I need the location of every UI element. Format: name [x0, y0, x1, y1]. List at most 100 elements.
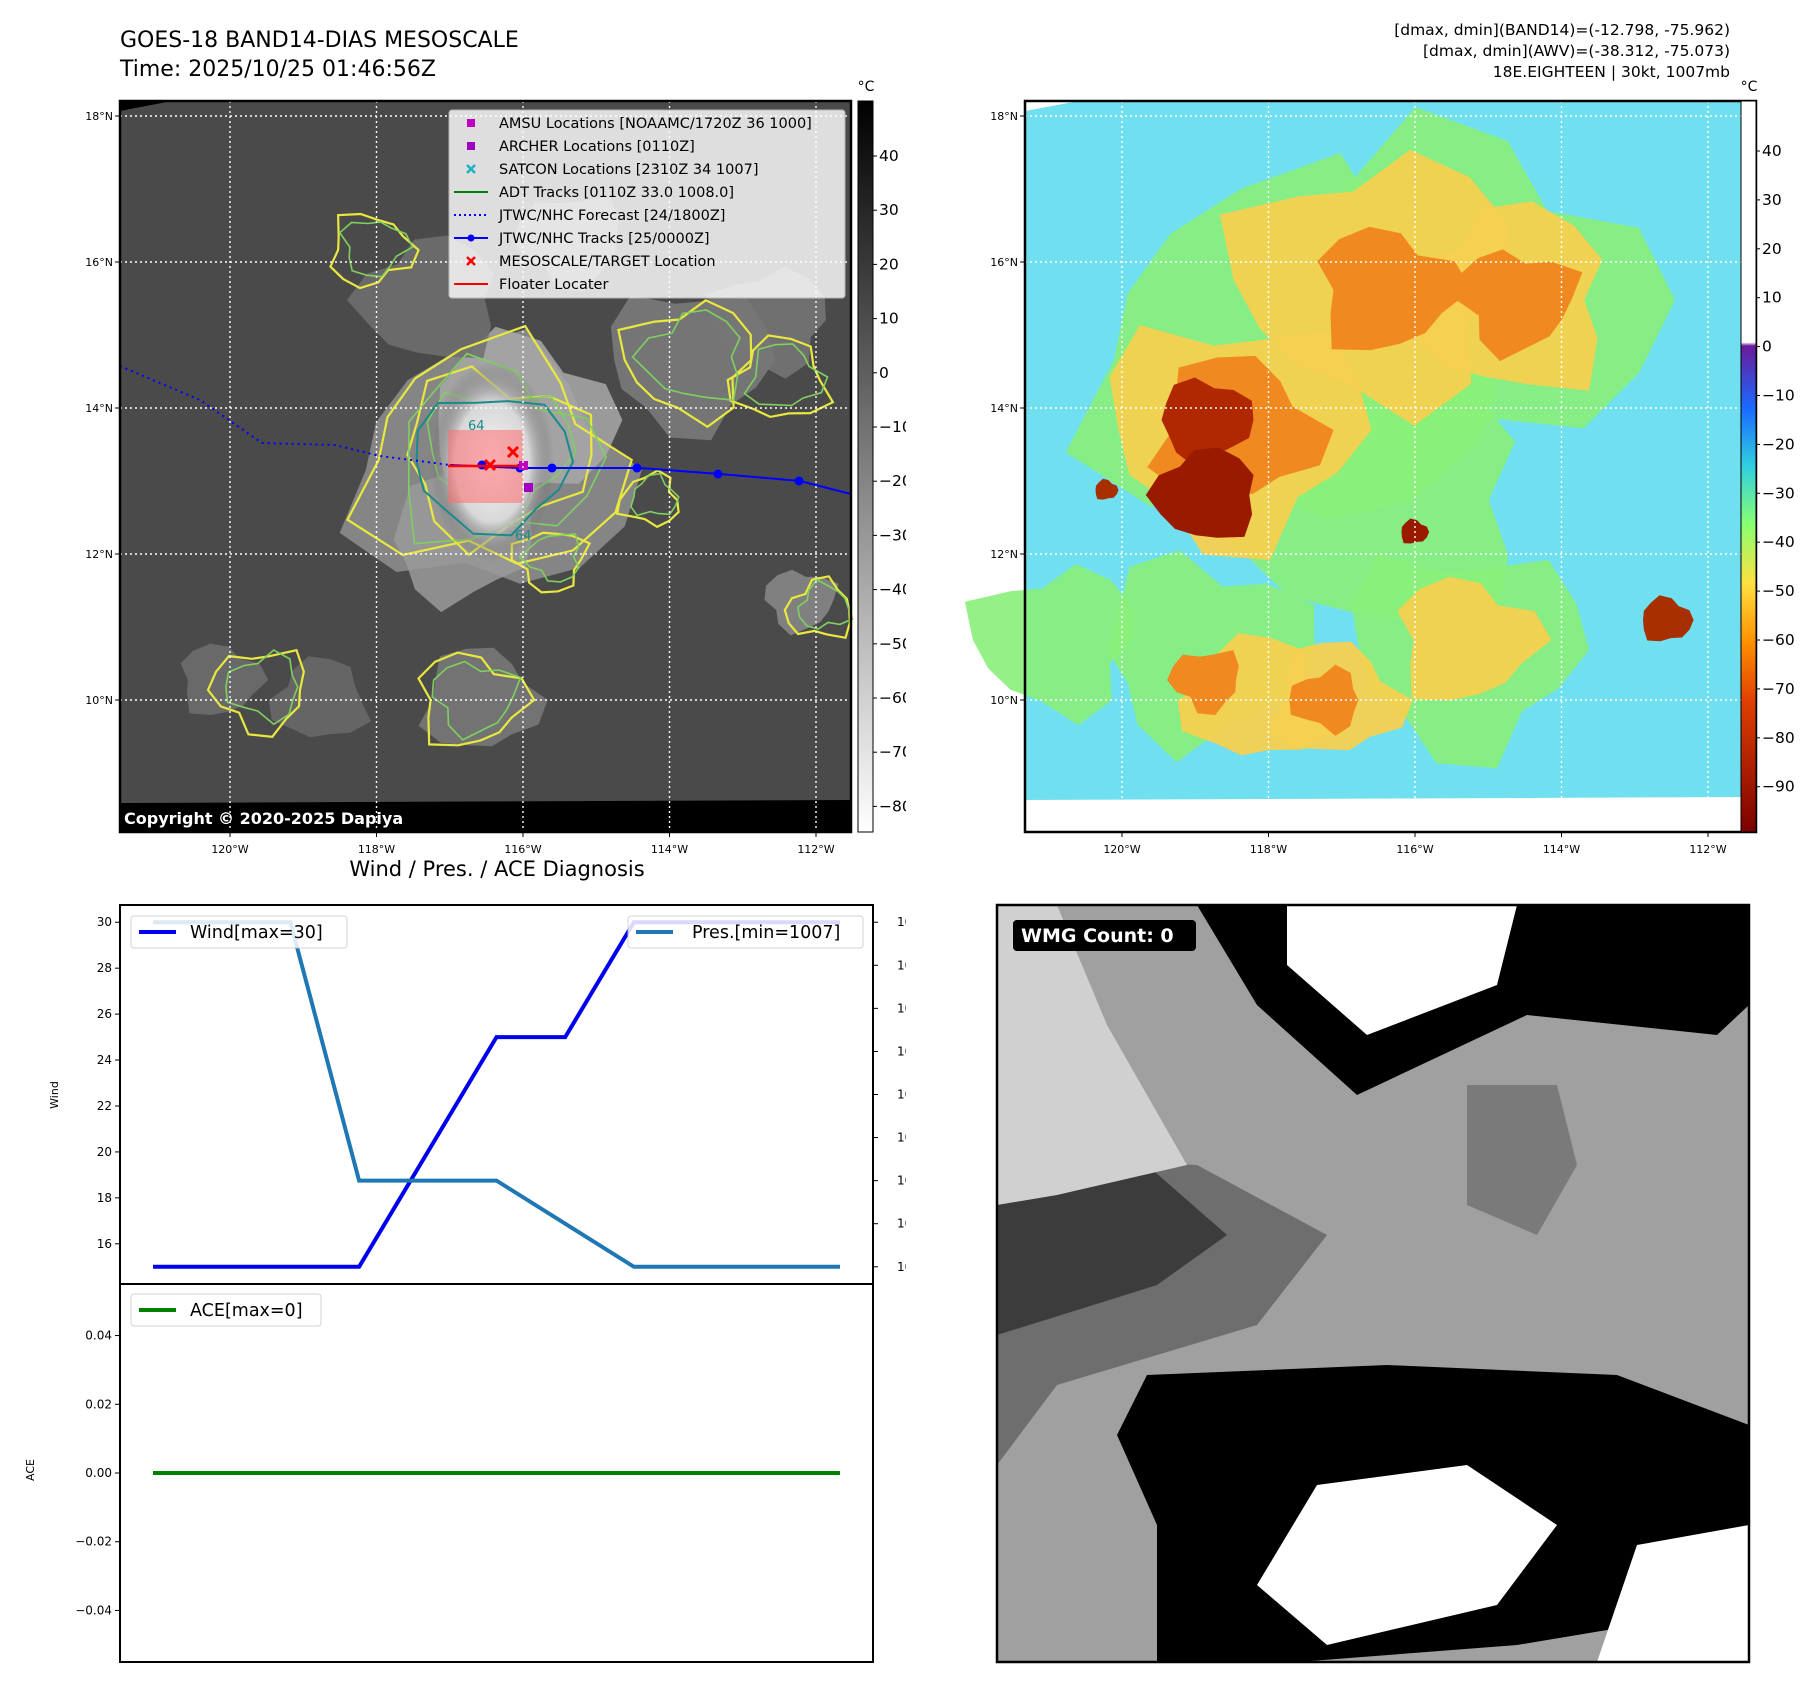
wmg-white-region [1257, 1465, 1557, 1645]
awv-colorbar-tick-label: −60 [1762, 631, 1795, 649]
awv-lat-tick-label: 14°N [990, 402, 1018, 415]
awv-colorbar-tick-label: −70 [1762, 680, 1795, 698]
target-marker [483, 458, 497, 472]
ir-lat-tick-label: 18°N [85, 110, 113, 123]
awv-colorbar-tick-label: 10 [1762, 289, 1782, 307]
legend-label: ARCHER Locations [0110Z] [499, 139, 695, 155]
wmg-frame [995, 903, 1751, 1664]
awv-colorbar-tick-label: −20 [1762, 435, 1795, 453]
ir-colorbar-tick-label: 40 [879, 147, 899, 165]
awv-cell [1643, 595, 1694, 642]
awv-colorbar-tick-label: −50 [1762, 582, 1795, 600]
ir-contour-yellow [329, 212, 420, 290]
ir-contour-green [338, 221, 414, 278]
wind-tick-label: 26 [97, 1007, 112, 1021]
ir-contour-green [630, 472, 680, 517]
ace-legend-box [130, 1293, 322, 1327]
ace-tick-label: −0.02 [75, 1535, 112, 1549]
awv-lon-tick-label: 120°W [1103, 843, 1140, 856]
ir-colorbar-tick-label: −60 [879, 689, 906, 707]
wind-tick-label: 22 [97, 1099, 112, 1113]
ir-colorbar-tick-label: 30 [879, 201, 899, 219]
jtwc-track-point [794, 476, 804, 486]
wmg-gray-region [1467, 1085, 1577, 1235]
ace-tick-label: 0.02 [85, 1397, 112, 1411]
wind-tick-label: 24 [97, 1053, 112, 1067]
amsu-marker [519, 461, 528, 470]
wmg-panel: WMG Count: 0 [995, 903, 1751, 1664]
awv-cold-cloud [1167, 650, 1239, 716]
awv-colorbar-tick-label: 40 [1762, 142, 1782, 160]
awv-lat-tick-label: 10°N [990, 694, 1018, 707]
legend-label: AMSU Locations [NOAAMC/1720Z 36 1000] [499, 116, 812, 132]
figure-title: GOES-18 BAND14-DIAS MESOSCALE [120, 28, 519, 53]
pressure-tick-label: 1013 [897, 1001, 906, 1015]
awv-colorbar-tick-label: −90 [1762, 778, 1795, 796]
ir-lon-tick-label: 118°W [358, 843, 395, 856]
pressure-tick-label: 1014 [897, 958, 906, 972]
wind-tick-label: 18 [97, 1191, 112, 1205]
awv-colorbar-tick-label: 0 [1762, 338, 1772, 356]
awv-cold-cloud [1456, 249, 1583, 362]
wind-pressure-axes [119, 904, 874, 1285]
ir-lon-tick-label: 114°W [651, 843, 688, 856]
legend-label: MESOSCALE/TARGET Location [499, 254, 716, 270]
ir-lat-tick-label: 16°N [85, 256, 113, 269]
jtwc-track-point [713, 469, 723, 479]
pressure-legend-label: Pres.[min=1007] [692, 923, 840, 943]
wmg-white-region [1287, 905, 1517, 1035]
awv-lat-tick-label: 12°N [990, 548, 1018, 561]
ir-cloud-mass [764, 569, 839, 636]
ir-lon-tick-label: 120°W [211, 843, 248, 856]
awv-colorbar [1740, 100, 1757, 833]
ir-colorbar-tick-label: −20 [879, 472, 906, 490]
ir-lat-tick-label: 14°N [85, 402, 113, 415]
legend-marker-square [467, 142, 475, 150]
awv-core-north [1161, 377, 1254, 467]
ace-tick-label: −0.04 [75, 1603, 112, 1617]
ir-contour-yellow [726, 334, 835, 419]
wmg-count-label: WMG Count: 0 [1021, 925, 1174, 947]
pressure-tick-label: 1015 [897, 915, 906, 929]
ir-cloud-mass [268, 656, 371, 738]
ir-colorbar-tick-label: 20 [879, 255, 899, 273]
awv-moist-region [964, 564, 1134, 725]
awv-colorbar-tick-label: −30 [1762, 484, 1795, 502]
pressure-tick-label: 1008 [897, 1217, 906, 1231]
ir-colorbar-tick-label: 0 [879, 364, 889, 382]
awv-colorbar-tick-label: −80 [1762, 729, 1795, 747]
ir-cloud-mass [418, 647, 548, 747]
pressure-tick-label: 1010 [897, 1131, 906, 1145]
ir-colorbar-tick-label: −50 [879, 635, 906, 653]
ir-colorbar-tick-label: −70 [879, 743, 906, 761]
wmg-label-box [1013, 920, 1196, 951]
ace-tick-label: 0.00 [85, 1466, 112, 1480]
ir-lon-tick-label: 112°W [797, 843, 834, 856]
ir-contour-yellow [617, 299, 753, 429]
awv-lon-tick-label: 112°W [1689, 843, 1726, 856]
wind-legend-box [130, 915, 348, 949]
ir-lat-tick-label: 10°N [85, 694, 113, 707]
legend-marker-square [467, 119, 475, 127]
ir-contour-green [631, 309, 741, 402]
ir-colorbar-tick-label: 10 [879, 310, 899, 328]
wind-tick-label: 16 [97, 1237, 112, 1251]
awv-satellite-panel: 18°N 16°N 14°N 12°N 10°N 120°W 118°W 116°W 114°W… [964, 79, 1795, 856]
ir-colorbar-tick-label: −30 [879, 526, 906, 544]
ir-colorbar-unit: °C [858, 79, 875, 95]
stats-awv: [dmax, dmin](AWV)=(-38.312, -75.073) [1423, 42, 1730, 60]
stats-band14: [dmax, dmin](BAND14)=(-12.798, -75.962) [1394, 21, 1730, 39]
ir-contour-green [431, 660, 522, 741]
pressure-tick-label: 1007 [897, 1260, 906, 1274]
copyright-text: Copyright © 2020-2025 Dapiya [124, 809, 403, 828]
wind-tick-label: 28 [97, 961, 112, 975]
ace-legend-label: ACE[max=0] [190, 1301, 303, 1321]
legend-label: JTWC/NHC Forecast [24/1800Z] [498, 208, 725, 224]
legend-label: ADT Tracks [0110Z 33.0 1008.0] [499, 185, 734, 201]
ir-contour-yellow [206, 648, 305, 738]
awv-lat-tick-label: 16°N [990, 256, 1018, 269]
awv-colorbar-tick-label: 20 [1762, 240, 1782, 258]
awv-colorbar-unit: °C [1741, 79, 1758, 95]
pressure-tick-label: 1012 [897, 1044, 906, 1058]
